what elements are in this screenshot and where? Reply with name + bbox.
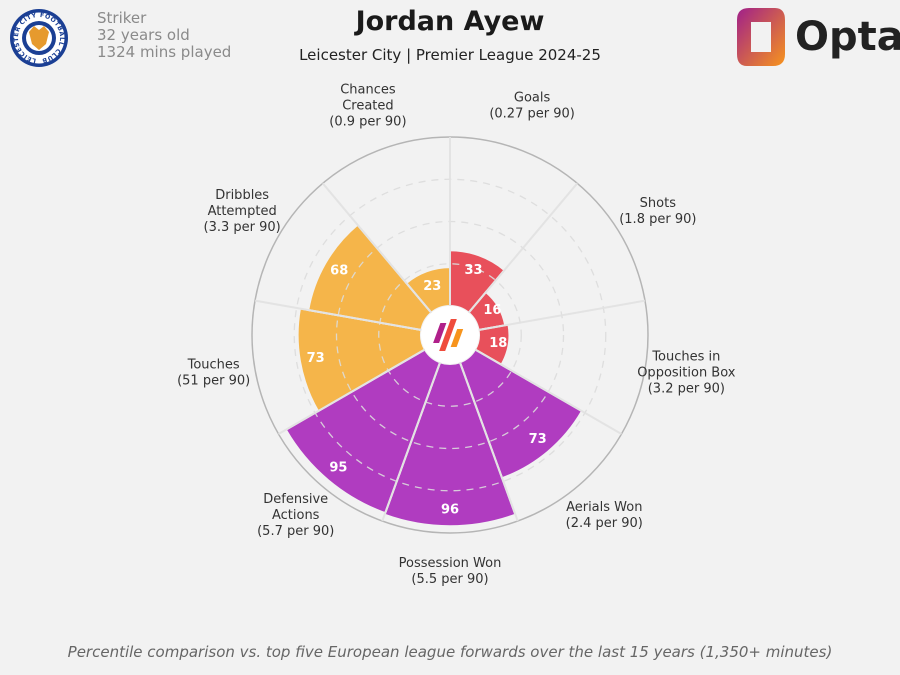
player-age: 32 years old <box>97 26 190 44</box>
footnote: Percentile comparison vs. top five Europ… <box>67 643 833 661</box>
spoke-3 <box>474 348 622 435</box>
category-label-3: Aerials Won <box>566 500 642 515</box>
page-subtitle: Leicester City | Premier League 2024-25 <box>299 46 601 64</box>
value-label-5: 95 <box>329 460 347 475</box>
club-badge: LEICESTER CITY FOOTBALL CLUB <box>10 9 68 67</box>
player-position: Striker <box>97 9 147 27</box>
value-label-1: 16 <box>483 303 501 318</box>
gridline-25 <box>378 263 522 407</box>
value-label-0: 33 <box>464 263 482 278</box>
value-label-7: 68 <box>330 264 348 279</box>
value-label-6: 73 <box>307 351 325 366</box>
opta-logo-text: Opta <box>795 14 900 60</box>
category-sublabel-8: (0.9 per 90) <box>329 114 406 129</box>
value-label-3: 73 <box>529 432 547 447</box>
spoke-1 <box>467 182 579 314</box>
category-label-8: Chances Created <box>340 82 396 113</box>
category-sublabel-0: (0.27 per 90) <box>489 106 575 121</box>
category-label-1: Shots <box>640 196 677 211</box>
value-label-8: 23 <box>423 279 441 294</box>
center-logo-bar <box>450 329 464 347</box>
page-title: Jordan Ayew <box>355 6 545 37</box>
value-label-2: 18 <box>489 336 507 351</box>
category-sublabel-7: (3.3 per 90) <box>204 220 281 235</box>
category-label-4: Possession Won <box>399 556 502 571</box>
category-sublabel-3: (2.4 per 90) <box>566 516 643 531</box>
center-logo-bar <box>439 319 457 351</box>
player-meta: Striker 32 years old 1324 mins played <box>97 10 231 61</box>
player-minutes: 1324 mins played <box>97 43 232 61</box>
category-label-2: Touches in Opposition Box <box>637 350 736 381</box>
category-label-0: Goals <box>514 90 551 105</box>
category-label-6: Touches <box>187 358 240 373</box>
category-sublabel-6: (51 per 90) <box>177 374 250 389</box>
value-label-4: 96 <box>441 503 459 518</box>
category-sublabel-4: (5.5 per 90) <box>411 572 488 587</box>
category-label-7: Dribbles Attempted <box>208 188 277 219</box>
category-label-5: Defensive Actions <box>263 492 328 523</box>
category-sublabel-5: (5.7 per 90) <box>257 524 334 539</box>
spoke-7 <box>254 299 422 331</box>
center-logo-bar <box>433 323 447 343</box>
spoke-5 <box>381 361 442 522</box>
opta-logo: Opta <box>735 6 900 68</box>
center-logo-icon <box>433 319 464 351</box>
spoke-4 <box>458 361 519 522</box>
spoke-8 <box>321 182 433 314</box>
category-sublabel-2: (3.2 per 90) <box>648 382 725 397</box>
opta-logo-mark <box>737 8 785 66</box>
spoke-2 <box>478 299 646 331</box>
category-sublabel-1: (1.8 per 90) <box>619 212 696 227</box>
spoke-6 <box>278 348 426 435</box>
